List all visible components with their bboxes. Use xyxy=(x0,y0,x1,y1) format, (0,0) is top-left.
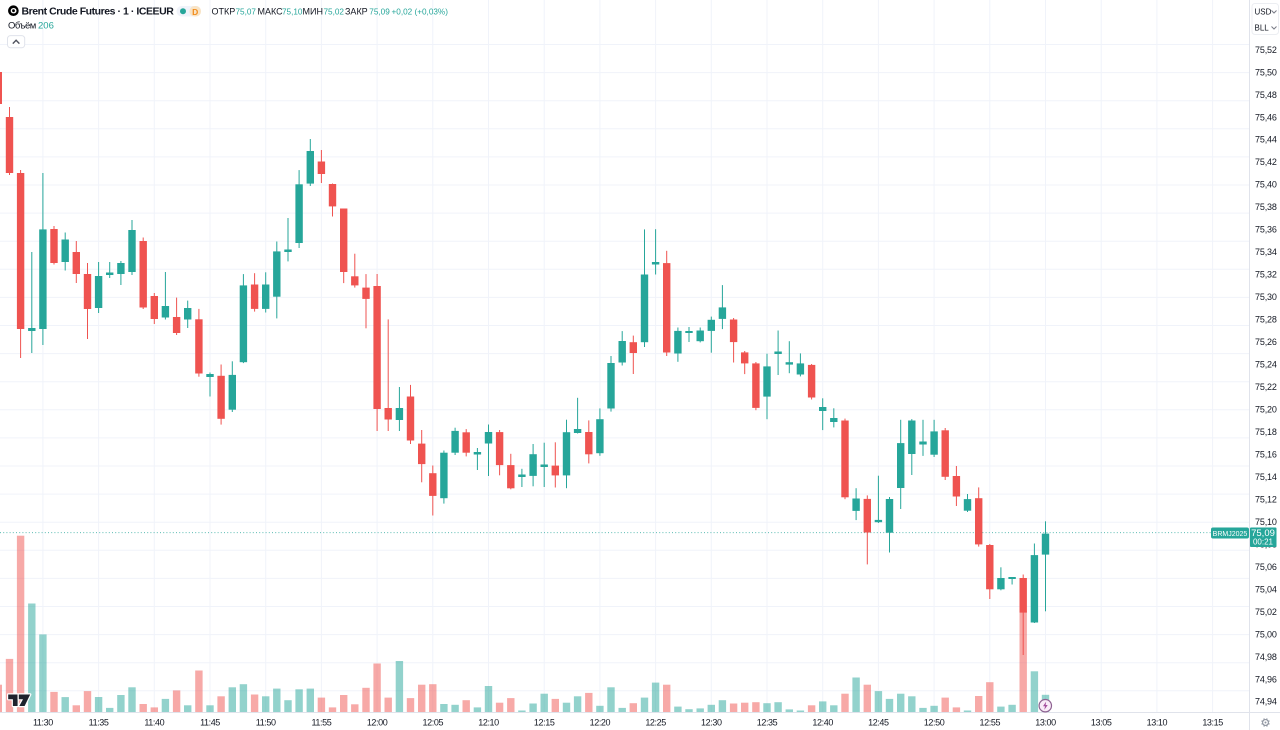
svg-text:00:21: 00:21 xyxy=(1253,538,1274,547)
svg-text:206: 206 xyxy=(38,21,54,32)
svg-text:12:10: 12:10 xyxy=(478,718,499,728)
svg-text:12:50: 12:50 xyxy=(924,718,945,728)
svg-text:+0,02 (+0,03%): +0,02 (+0,03%) xyxy=(392,8,449,17)
svg-text:BLL: BLL xyxy=(1255,24,1270,33)
svg-text:12:15: 12:15 xyxy=(534,718,555,728)
svg-text:75,42: 75,42 xyxy=(1255,157,1277,167)
svg-text:75,14: 75,14 xyxy=(1255,472,1277,482)
svg-text:75,06: 75,06 xyxy=(1255,562,1277,572)
svg-text:USD: USD xyxy=(1255,8,1272,17)
svg-text:75,12: 75,12 xyxy=(1255,494,1277,504)
svg-text:Объём: Объём xyxy=(8,21,36,32)
svg-text:75,24: 75,24 xyxy=(1255,360,1277,370)
svg-text:75,22: 75,22 xyxy=(1255,382,1277,392)
svg-text:75,02: 75,02 xyxy=(1255,607,1277,617)
svg-text:75,02: 75,02 xyxy=(324,8,345,17)
svg-text:11:35: 11:35 xyxy=(89,718,109,728)
svg-text:75,10: 75,10 xyxy=(282,8,303,17)
svg-text:12:25: 12:25 xyxy=(645,718,666,728)
svg-text:75,48: 75,48 xyxy=(1255,90,1277,100)
svg-text:75,32: 75,32 xyxy=(1255,270,1277,280)
svg-text:75,20: 75,20 xyxy=(1255,405,1277,415)
svg-text:75,38: 75,38 xyxy=(1255,202,1277,212)
svg-text:75,18: 75,18 xyxy=(1255,427,1277,437)
svg-text:12:45: 12:45 xyxy=(868,718,889,728)
svg-text:12:20: 12:20 xyxy=(590,718,611,728)
svg-text:13:10: 13:10 xyxy=(1147,718,1168,728)
svg-text:D: D xyxy=(192,7,198,17)
svg-text:75,10: 75,10 xyxy=(1255,517,1277,527)
svg-text:МАКС: МАКС xyxy=(258,7,284,17)
svg-text:75,09: 75,09 xyxy=(369,8,390,17)
svg-text:75,50: 75,50 xyxy=(1255,67,1277,77)
svg-text:Brent Crude Futures · 1 · ICEE: Brent Crude Futures · 1 · ICEEUR xyxy=(22,5,175,17)
svg-text:12:40: 12:40 xyxy=(812,718,833,728)
svg-text:75,16: 75,16 xyxy=(1255,450,1277,460)
svg-text:11:45: 11:45 xyxy=(200,718,220,728)
svg-text:12:55: 12:55 xyxy=(980,718,1001,728)
svg-text:75,07: 75,07 xyxy=(236,8,257,17)
svg-text:12:35: 12:35 xyxy=(757,718,778,728)
svg-text:12:30: 12:30 xyxy=(701,718,722,728)
svg-text:75,34: 75,34 xyxy=(1255,247,1277,257)
svg-text:75,26: 75,26 xyxy=(1255,337,1277,347)
svg-text:74,98: 74,98 xyxy=(1255,652,1277,662)
svg-text:11:50: 11:50 xyxy=(256,718,276,728)
svg-text:11:55: 11:55 xyxy=(311,718,331,728)
svg-text:13:05: 13:05 xyxy=(1091,718,1112,728)
svg-text:75,30: 75,30 xyxy=(1255,292,1277,302)
svg-text:МИН: МИН xyxy=(303,7,323,17)
svg-text:74,96: 74,96 xyxy=(1255,674,1277,684)
svg-text:75,09: 75,09 xyxy=(1251,528,1275,539)
svg-text:75,04: 75,04 xyxy=(1255,584,1277,594)
svg-text:74,94: 74,94 xyxy=(1255,697,1277,707)
svg-text:75,52: 75,52 xyxy=(1255,45,1277,55)
svg-text:BRMJ2025: BRMJ2025 xyxy=(1213,531,1248,538)
svg-text:ОТКР: ОТКР xyxy=(212,7,236,17)
svg-text:13:15: 13:15 xyxy=(1202,718,1223,728)
svg-text:75,44: 75,44 xyxy=(1255,135,1277,145)
svg-text:75,36: 75,36 xyxy=(1255,225,1277,235)
svg-text:ЗАКР: ЗАКР xyxy=(345,7,368,17)
svg-text:75,40: 75,40 xyxy=(1255,180,1277,190)
svg-text:13:00: 13:00 xyxy=(1035,718,1056,728)
svg-text:75,00: 75,00 xyxy=(1255,629,1277,639)
svg-text:11:30: 11:30 xyxy=(33,718,53,728)
svg-text:12:05: 12:05 xyxy=(423,718,444,728)
svg-text:11:40: 11:40 xyxy=(144,718,164,728)
svg-text:75,46: 75,46 xyxy=(1255,112,1277,122)
svg-text:12:00: 12:00 xyxy=(367,718,388,728)
svg-text:75,28: 75,28 xyxy=(1255,315,1277,325)
